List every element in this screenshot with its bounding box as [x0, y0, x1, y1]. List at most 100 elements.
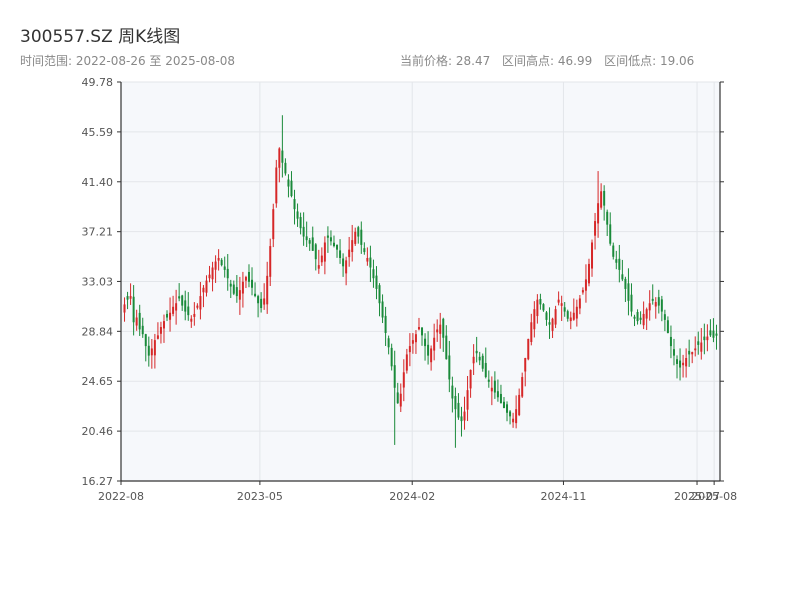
- candle-down: [181, 295, 184, 306]
- candle-up: [217, 257, 220, 261]
- candle-up: [263, 298, 266, 305]
- candle-up: [244, 277, 247, 281]
- candle-up: [512, 418, 515, 423]
- candle-down: [363, 248, 366, 253]
- candle-up: [153, 340, 156, 356]
- candle-down: [138, 312, 141, 330]
- candle-up: [569, 317, 572, 322]
- candle-down: [372, 269, 375, 279]
- candle-down: [378, 285, 381, 304]
- x-tick-label: 2025-08: [691, 490, 737, 503]
- candle-up: [417, 327, 420, 330]
- candle-up: [433, 337, 436, 351]
- candle-up: [414, 334, 417, 343]
- candle-down: [499, 393, 502, 404]
- candle-down: [308, 240, 311, 244]
- x-axis-ticks: 2022-08 2023-05 2024-02 2024-11 2025-072025-…: [98, 481, 737, 503]
- candle-down: [609, 224, 612, 244]
- candle-down: [144, 334, 147, 347]
- candle-down: [257, 296, 260, 304]
- candle-up: [317, 265, 320, 269]
- candle-up: [196, 305, 199, 308]
- candle-down: [545, 312, 548, 320]
- candle-up: [469, 369, 472, 389]
- candle-up: [466, 390, 469, 410]
- candle-down: [666, 320, 669, 333]
- candle-up: [654, 302, 657, 307]
- candle-down: [305, 236, 308, 241]
- candle-up: [172, 306, 175, 314]
- candle-up: [199, 296, 202, 310]
- candle-up: [530, 322, 533, 342]
- candle-down: [484, 362, 487, 378]
- candle-down: [336, 244, 339, 250]
- candle-down: [621, 274, 624, 280]
- candle-down: [478, 356, 481, 361]
- candle-up: [238, 290, 241, 300]
- candle-down: [332, 242, 335, 247]
- candle-down: [290, 180, 293, 197]
- candle-down: [178, 296, 181, 299]
- candle-up: [241, 281, 244, 294]
- candle-down: [633, 316, 636, 319]
- candle-up: [490, 387, 493, 392]
- candle-down: [421, 327, 424, 336]
- candle-up: [463, 411, 466, 421]
- candle-up: [430, 348, 433, 363]
- y-tick-label: 20.46: [82, 425, 114, 438]
- candle-up: [706, 336, 709, 341]
- candle-down: [679, 360, 682, 368]
- candle-down: [709, 330, 712, 336]
- candle-down: [539, 298, 542, 305]
- grid-lines: [120, 81, 720, 482]
- candle-down: [296, 211, 299, 219]
- range-low-label: 区间低点: 19.06: [604, 54, 695, 68]
- candle-up: [162, 321, 165, 329]
- x-tick-label: 2022-08: [98, 490, 144, 503]
- candle-down: [442, 318, 445, 338]
- candle-up: [524, 358, 527, 372]
- candle-up: [557, 299, 560, 303]
- candle-down: [454, 395, 457, 410]
- candle-up: [405, 354, 408, 371]
- y-tick-label: 37.21: [82, 226, 114, 239]
- candle-down: [329, 237, 332, 242]
- candle-down: [220, 259, 223, 266]
- candle-down: [715, 333, 718, 336]
- candle-up: [648, 303, 651, 311]
- candle-up: [211, 267, 214, 280]
- date-range-label: 时间范围: 2022-08-26 至 2025-08-08: [20, 54, 235, 68]
- candle-down: [357, 227, 360, 237]
- candle-up: [472, 356, 475, 364]
- candle-down: [563, 307, 566, 312]
- candle-down: [287, 179, 290, 187]
- candle-down: [445, 335, 448, 360]
- candle-up: [572, 312, 575, 320]
- candle-down: [657, 297, 660, 306]
- candle-up: [560, 303, 563, 306]
- y-tick-label: 28.84: [82, 325, 114, 338]
- candle-down: [147, 345, 150, 356]
- candle-down: [326, 235, 329, 238]
- candle-down: [132, 296, 135, 323]
- candle-up: [129, 296, 132, 299]
- candle-down: [672, 349, 675, 356]
- y-tick-label: 45.59: [82, 126, 114, 139]
- candle-down: [703, 336, 706, 341]
- candle-down: [606, 211, 609, 225]
- candle-down: [496, 391, 499, 398]
- chart-title: 300557.SZ 周K线图: [20, 27, 181, 47]
- candle-down: [630, 294, 633, 312]
- candle-down: [251, 279, 254, 288]
- x-tick-label: 2023-05: [237, 490, 283, 503]
- candle-up: [575, 306, 578, 319]
- candle-down: [314, 244, 317, 260]
- candle-up: [408, 346, 411, 353]
- candle-down: [141, 325, 144, 335]
- candle-up: [275, 167, 278, 204]
- candle-up: [533, 309, 536, 330]
- candle-up: [584, 279, 587, 291]
- candle-down: [369, 257, 372, 268]
- candle-down: [548, 322, 551, 325]
- candle-down: [624, 278, 627, 289]
